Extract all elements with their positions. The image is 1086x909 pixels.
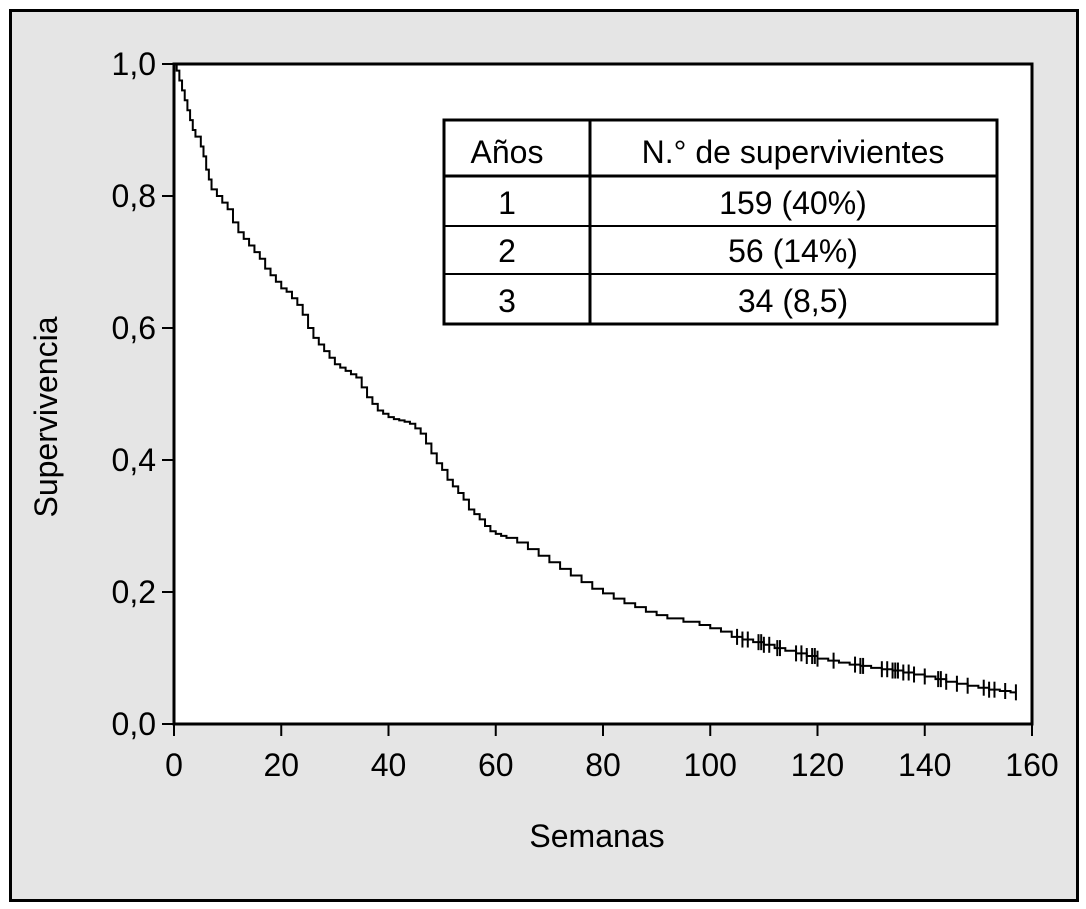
y-axis-title: Supervivencia — [28, 316, 64, 517]
x-tick-label: 120 — [791, 747, 844, 783]
censor-marks — [736, 628, 1017, 701]
y-tick-label: 0,2 — [112, 574, 156, 610]
table-cell-year: 2 — [498, 233, 516, 269]
table-cell-year: 3 — [498, 283, 516, 319]
x-tick-label: 80 — [585, 747, 621, 783]
x-axis-title: Semanas — [529, 818, 664, 854]
x-tick-label: 40 — [371, 747, 407, 783]
x-tick-label: 140 — [898, 747, 951, 783]
y-tick-label: 0,4 — [112, 442, 156, 478]
table-cell-survivors: 34 (8,5) — [738, 283, 848, 319]
survivors-table: Años N.° de supervivientes 1 159 (40%) 2… — [442, 118, 999, 326]
x-axis: 0 20 40 60 80 100 120 140 160 — [165, 724, 1059, 783]
x-tick-label: 160 — [1005, 747, 1058, 783]
survival-chart: 0 20 40 60 80 100 120 140 160 0,0 0,2 0,4 0,6 0,8 1,0… — [28, 46, 1059, 854]
table-header-survivors: N.° de supervivientes — [642, 134, 945, 170]
x-tick-label: 60 — [478, 747, 514, 783]
x-tick-label: 0 — [165, 747, 183, 783]
y-tick-label: 0,8 — [112, 178, 156, 214]
x-tick-label: 100 — [684, 747, 737, 783]
figure-frame: 0 20 40 60 80 100 120 140 160 0,0 0,2 0,4 0,6 0,8 1,0… — [9, 9, 1079, 902]
table-border — [442, 118, 999, 326]
y-tick-label: 0,6 — [112, 310, 156, 346]
x-tick-label: 20 — [263, 747, 299, 783]
table-header-years: Años — [471, 134, 544, 170]
table-cell-survivors: 56 (14%) — [728, 233, 858, 269]
table-cell-year: 1 — [498, 185, 516, 221]
table-cell-survivors: 159 (40%) — [719, 185, 867, 221]
y-tick-label: 0,0 — [112, 706, 156, 742]
y-tick-label: 1,0 — [112, 46, 156, 82]
y-axis: 0,0 0,2 0,4 0,6 0,8 1,0 — [112, 46, 174, 742]
